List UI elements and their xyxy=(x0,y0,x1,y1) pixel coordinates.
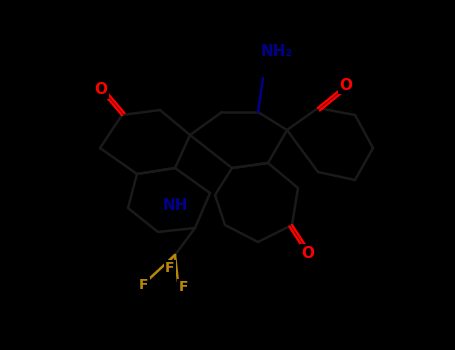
Text: NH: NH xyxy=(162,197,188,212)
Text: F: F xyxy=(139,278,149,292)
Text: O: O xyxy=(339,77,353,92)
Text: F: F xyxy=(178,280,188,294)
Text: O: O xyxy=(302,245,314,260)
Text: NH₂: NH₂ xyxy=(261,44,293,60)
Text: O: O xyxy=(95,83,107,98)
Text: F: F xyxy=(165,261,175,275)
